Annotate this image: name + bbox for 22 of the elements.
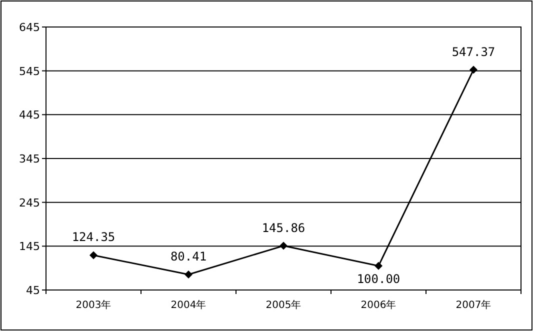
point — [184, 270, 192, 278]
x-tick-label: 2003年 — [76, 299, 112, 311]
point — [470, 66, 478, 74]
data-label: 100.00 — [356, 272, 400, 286]
y-tick-label: 245 — [19, 196, 40, 210]
y-tick-label: 45 — [26, 284, 40, 297]
x-tick-label: 2005年 — [266, 299, 302, 311]
x-tick-label: 2004年 — [170, 299, 206, 311]
point — [90, 251, 98, 260]
data-label: 80.41 — [170, 249, 207, 264]
y-tick-label: 145 — [19, 240, 40, 254]
data-label: 124.35 — [72, 230, 116, 244]
x-tick-label: 2006年 — [360, 299, 396, 311]
y-tick-label: 645 — [19, 21, 40, 34]
y-tick-label: 345 — [19, 152, 40, 166]
data-label: 547.37 — [452, 44, 496, 59]
point — [280, 242, 288, 250]
y-tick-label: 445 — [19, 108, 40, 122]
y-tick-label: 545 — [19, 64, 40, 78]
point — [374, 262, 382, 270]
x-tick-label: 2007年 — [456, 299, 492, 311]
data-label: 145.86 — [262, 220, 306, 235]
